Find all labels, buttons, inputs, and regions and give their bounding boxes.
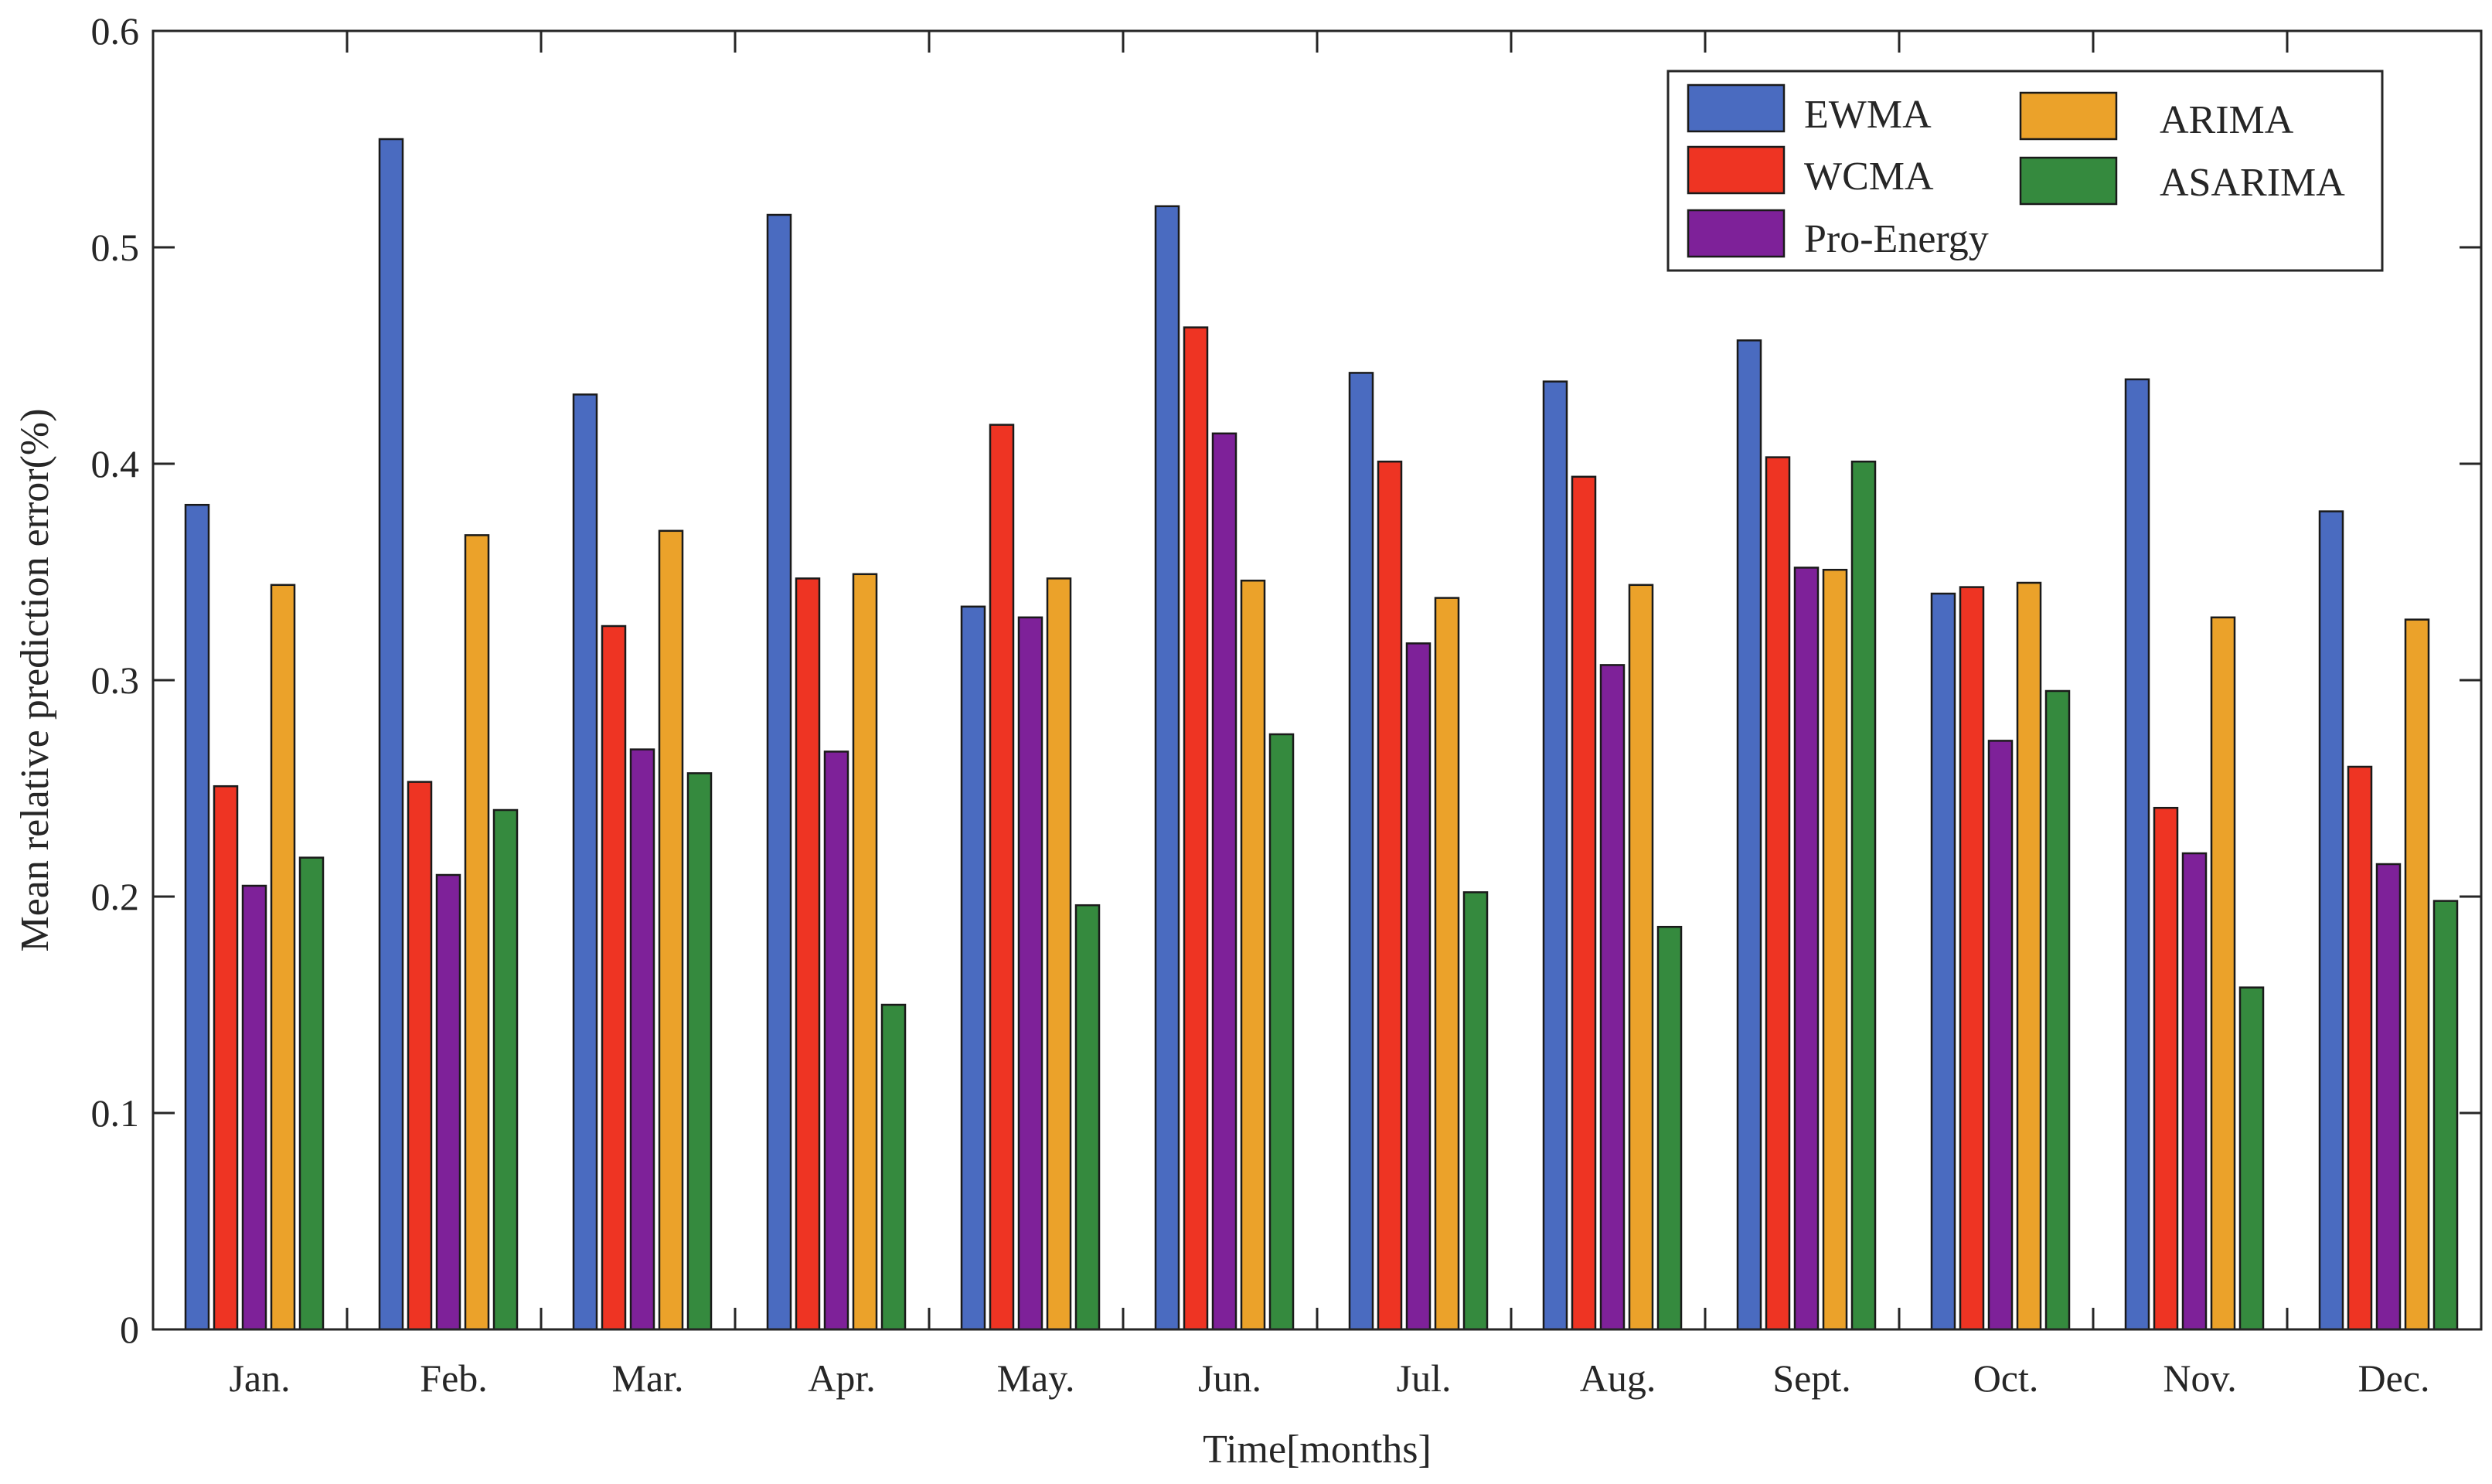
bar-asarima-oct	[2044, 689, 2071, 1331]
bar-ewma-sept	[1736, 339, 1762, 1331]
bar-arima-dec	[2404, 618, 2430, 1331]
bar-asarima-feb	[492, 808, 519, 1331]
bar-arima-apr	[852, 573, 878, 1331]
bar-wcma-jan	[213, 785, 239, 1331]
y-tick-label: 0.1	[91, 1091, 140, 1135]
bar-asarima-apr	[880, 1003, 907, 1331]
legend-label-arima: ARIMA	[2160, 98, 2294, 142]
legend-label-asarima: ASARIMA	[2160, 161, 2345, 205]
bar-arima-jun	[1240, 579, 1266, 1331]
bar-wcma-dec	[2347, 765, 2373, 1331]
bar-pro-energy-jul	[1405, 642, 1432, 1331]
legend-swatch-arima	[2019, 91, 2118, 141]
bar-asarima-jul	[1462, 891, 1489, 1331]
bar-ewma-dec	[2318, 510, 2344, 1331]
bar-asarima-nov	[2238, 986, 2265, 1331]
bar-arima-may	[1046, 577, 1072, 1331]
bar-wcma-oct	[1959, 586, 1985, 1331]
y-tick-label: 0.3	[91, 659, 140, 702]
y-axis-title: Mean relative prediction error(%)	[13, 408, 57, 951]
bar-ewma-aug	[1542, 380, 1568, 1331]
bar-wcma-nov	[2153, 806, 2179, 1331]
bar-wcma-apr	[795, 577, 821, 1331]
x-tick-label: Dec.	[2358, 1356, 2430, 1400]
bar-ewma-jun	[1154, 205, 1180, 1331]
bar-ewma-nov	[2124, 378, 2150, 1331]
bar-pro-energy-mar	[629, 748, 655, 1331]
x-tick-label: Jan.	[229, 1356, 290, 1400]
x-tick-label: Mar.	[612, 1356, 684, 1400]
y-tick-label: 0.6	[91, 9, 140, 53]
bar-asarima-dec	[2432, 900, 2459, 1331]
x-tick-label: Apr.	[808, 1356, 876, 1400]
bar-ewma-mar	[572, 393, 598, 1331]
bar-pro-energy-may	[1017, 616, 1043, 1331]
bar-pro-energy-dec	[2375, 863, 2402, 1331]
legend-swatch-pro-energy	[1687, 209, 1786, 258]
bar-wcma-jul	[1377, 460, 1403, 1331]
x-tick-label: Sept.	[1772, 1356, 1850, 1400]
bar-ewma-may	[960, 605, 986, 1331]
bar-pro-energy-aug	[1599, 664, 1626, 1331]
bar-asarima-jan	[298, 856, 325, 1331]
bar-wcma-may	[989, 424, 1015, 1331]
bar-arima-nov	[2210, 616, 2236, 1331]
bar-pro-energy-sept	[1793, 567, 1820, 1331]
bar-arima-jul	[1434, 597, 1460, 1331]
bar-arima-mar	[658, 529, 684, 1331]
x-tick-label: Oct.	[1973, 1356, 2039, 1400]
bar-asarima-sept	[1850, 460, 1877, 1331]
bar-wcma-mar	[601, 625, 627, 1331]
x-tick-label: Nov.	[2163, 1356, 2236, 1400]
bar-ewma-apr	[766, 213, 792, 1331]
bar-pro-energy-jan	[241, 884, 267, 1331]
bar-wcma-feb	[407, 781, 433, 1331]
bars-layer	[184, 138, 2459, 1331]
bar-asarima-mar	[686, 772, 713, 1331]
legend-label-wcma: WCMA	[1804, 155, 1934, 199]
legend-swatch-ewma	[1687, 83, 1786, 133]
x-tick-label: Jun.	[1198, 1356, 1261, 1400]
legend-label-pro-energy: Pro-Energy	[1804, 217, 1989, 261]
bar-ewma-jan	[184, 503, 210, 1331]
bar-ewma-jul	[1348, 372, 1374, 1331]
y-tick-label: 0.2	[91, 875, 140, 918]
bar-arima-aug	[1628, 584, 1654, 1331]
bar-asarima-aug	[1656, 925, 1683, 1331]
bar-ewma-oct	[1930, 592, 1956, 1331]
x-tick-label: Feb.	[420, 1356, 488, 1400]
bar-arima-jan	[270, 584, 296, 1331]
bar-wcma-aug	[1571, 475, 1597, 1331]
bar-pro-energy-feb	[435, 873, 461, 1331]
x-tick-label: Jul.	[1397, 1356, 1452, 1400]
legend-label-ewma: EWMA	[1804, 93, 1932, 137]
bar-pro-energy-nov	[2181, 852, 2208, 1331]
bar-arima-sept	[1822, 568, 1848, 1331]
y-tick-label: 0.4	[91, 442, 140, 485]
bar-pro-energy-jun	[1211, 432, 1237, 1331]
legend: EWMA WCMA Pro-Energy ARIMA ASARIMA	[1666, 70, 2384, 272]
bar-pro-energy-apr	[823, 751, 849, 1331]
y-tick-label: 0.5	[91, 226, 140, 269]
axes-layer: 0 0.1 0.2 0.3 0.4 0.5 0.6 Jan. Feb. Mar. Apr. May. J…	[91, 9, 2483, 1400]
x-tick-label: Aug.	[1580, 1356, 1656, 1400]
bar-pro-energy-oct	[1987, 740, 2014, 1331]
bar-asarima-may	[1074, 904, 1101, 1331]
bar-wcma-sept	[1765, 456, 1791, 1331]
bar-arima-feb	[464, 534, 490, 1331]
x-tick-label: May.	[997, 1356, 1075, 1400]
bar-asarima-jun	[1268, 733, 1295, 1331]
legend-swatch-wcma	[1687, 145, 1786, 195]
legend-swatch-asarima	[2019, 156, 2118, 206]
y-tick-label: 0	[120, 1308, 139, 1351]
x-axis-title: Time[months]	[1203, 1428, 1432, 1472]
bar-arima-oct	[2016, 581, 2042, 1331]
bar-ewma-feb	[378, 138, 404, 1331]
bar-wcma-jun	[1183, 326, 1209, 1331]
